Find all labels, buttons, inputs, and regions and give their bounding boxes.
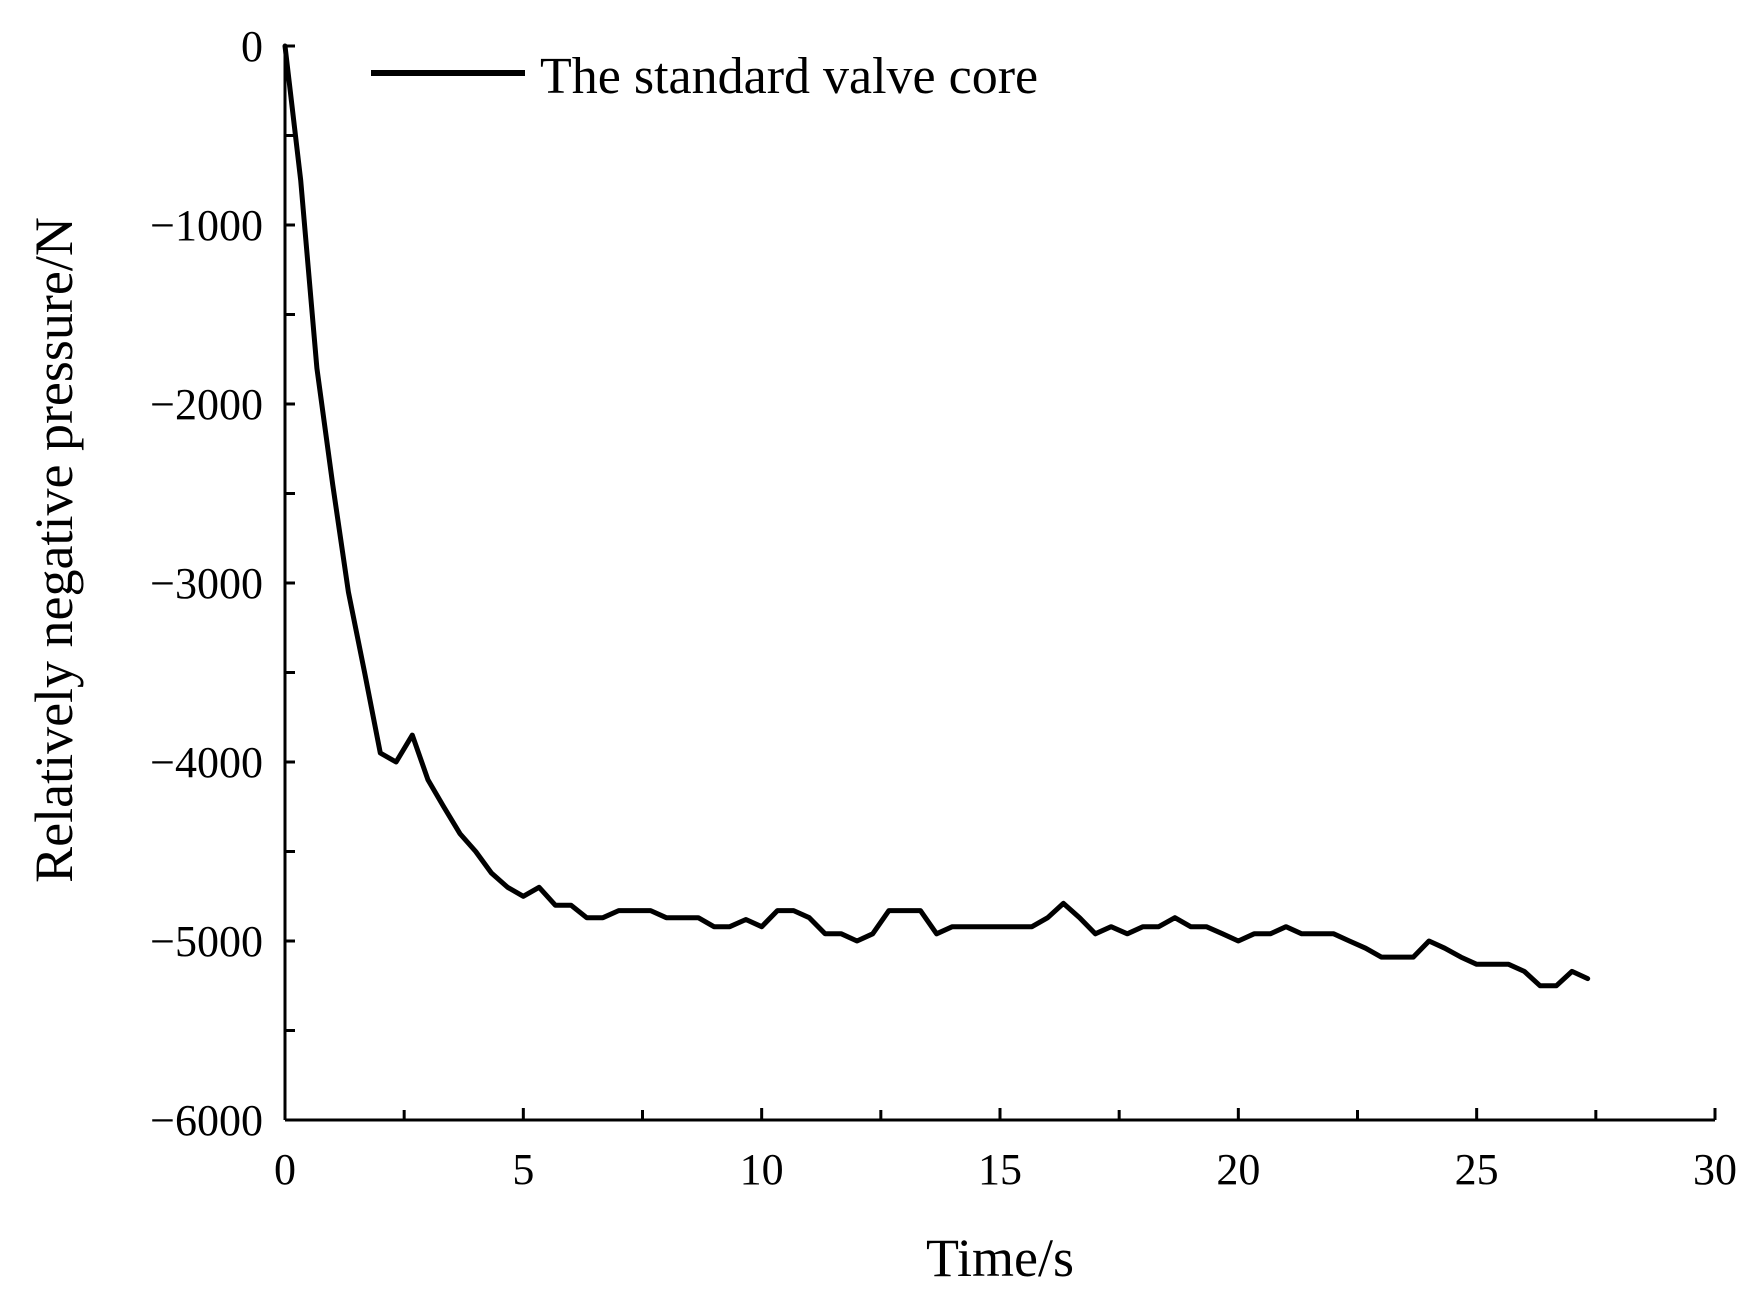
x-tick-label: 15 — [978, 1145, 1022, 1194]
x-tick-label: 20 — [1216, 1145, 1260, 1194]
x-axis-ticks: 0 5 10 15 20 25 30 — [274, 1108, 1737, 1194]
y-tick-label: −3000 — [150, 559, 263, 608]
y-tick-label: 0 — [241, 22, 263, 71]
series-line — [282, 43, 1591, 989]
legend: The standard valve core — [371, 48, 1038, 105]
y-tick-label: −6000 — [150, 1096, 263, 1145]
y-axis-title: Relatively negative pressure/N — [24, 217, 84, 883]
axes — [283, 46, 1715, 1122]
series-layer — [282, 43, 1591, 989]
x-tick-label: 30 — [1693, 1145, 1737, 1194]
y-tick-label: −2000 — [150, 380, 263, 429]
y-axis-ticks: 0 −1000 −2000 −3000 −4000 −5000 −6000 — [150, 22, 295, 1145]
x-tick-label: 0 — [274, 1145, 296, 1194]
y-tick-label: −5000 — [150, 917, 263, 966]
x-tick-label: 25 — [1455, 1145, 1499, 1194]
x-axis-title: Time/s — [926, 1228, 1074, 1288]
y-tick-label: −1000 — [150, 201, 263, 250]
x-tick-label: 10 — [740, 1145, 784, 1194]
x-tick-label: 5 — [512, 1145, 534, 1194]
legend-label: The standard valve core — [540, 48, 1038, 105]
y-tick-label: −4000 — [150, 738, 263, 787]
